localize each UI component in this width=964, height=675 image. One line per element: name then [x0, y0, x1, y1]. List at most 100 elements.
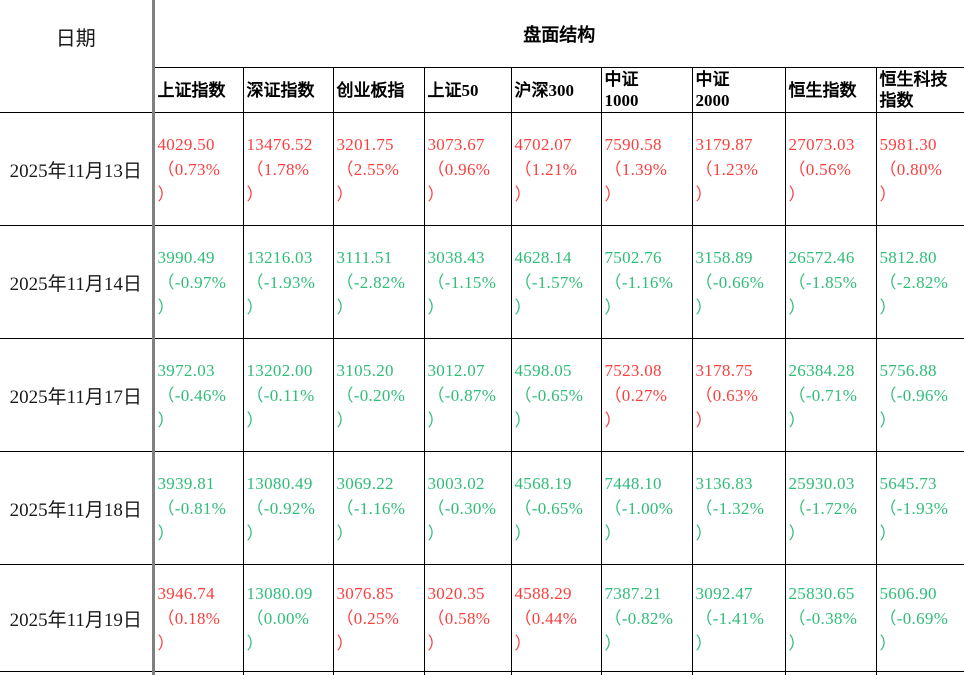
- index-change: （-1.32%: [695, 498, 765, 518]
- table-row: 2025年11月14日 3990.49 （-0.97% ） 13216.03 （-1.93…: [0, 225, 964, 339]
- index-change-close-paren: ）: [604, 633, 622, 653]
- index-change: （-1.00%: [604, 498, 674, 518]
- index-change-close-paren: ）: [695, 297, 713, 317]
- sliver-cell: [510, 671, 602, 675]
- index-change: （-0.46%: [157, 385, 227, 405]
- index-change-close-paren: ）: [788, 410, 806, 430]
- index-value-cell: 7387.21 （-0.82% ）: [600, 564, 693, 672]
- index-change-close-paren: ）: [246, 297, 264, 317]
- sliver-cell: [423, 671, 512, 675]
- index-change: （0.63%: [695, 385, 759, 405]
- index-change: （0.96%: [427, 159, 491, 179]
- index-value-cell: 4568.19 （-0.65% ）: [510, 451, 602, 565]
- index-value-cell: 3038.43 （-1.15% ）: [423, 225, 512, 339]
- index-value-cell: 5812.80 （-2.82% ）: [875, 225, 964, 339]
- index-change-close-paren: ）: [336, 523, 354, 543]
- index-change-close-paren: ）: [788, 523, 806, 543]
- index-change-close-paren: ）: [427, 184, 445, 204]
- index-value-cell: 4029.50 （0.73% ）: [152, 112, 244, 226]
- index-change: （0.44%: [514, 608, 578, 628]
- index-change: （-1.57%: [514, 272, 584, 292]
- index-change: （-1.41%: [695, 608, 765, 628]
- index-value: 5645.73: [879, 473, 937, 493]
- index-change: （-1.72%: [788, 498, 858, 518]
- index-value: 26572.46: [788, 247, 855, 267]
- index-change: （-0.38%: [788, 608, 858, 628]
- index-change: （0.80%: [879, 159, 943, 179]
- date-cell: 2025年11月18日: [0, 451, 155, 565]
- index-change: （0.18%: [157, 608, 221, 628]
- index-change-close-paren: ）: [336, 184, 354, 204]
- index-change-close-paren: ）: [879, 297, 897, 317]
- index-value: 3105.20: [336, 360, 394, 380]
- index-value: 13080.09: [246, 583, 313, 603]
- index-change: （-0.92%: [246, 498, 316, 518]
- sliver-cell: [784, 671, 877, 675]
- group-header: 盘面结构: [152, 0, 964, 68]
- index-change-close-paren: ）: [427, 297, 445, 317]
- index-change: （0.58%: [427, 608, 491, 628]
- sliver-cell: [242, 671, 334, 675]
- date-column-header: 日期: [0, 0, 155, 113]
- index-change-close-paren: ）: [695, 633, 713, 653]
- index-value-cell: 3092.47 （-1.41% ）: [691, 564, 786, 672]
- index-change-close-paren: ）: [695, 523, 713, 543]
- index-change-close-paren: ）: [788, 297, 806, 317]
- index-value-cell: 5645.73 （-1.93% ）: [875, 451, 964, 565]
- index-change: （-0.96%: [879, 385, 949, 405]
- index-value: 25930.03: [788, 473, 855, 493]
- index-change-close-paren: ）: [246, 523, 264, 543]
- column-header: 中证 2000: [691, 67, 786, 113]
- index-change: （-0.87%: [427, 385, 497, 405]
- index-value-cell: 13216.03 （-1.93% ）: [242, 225, 334, 339]
- index-value-cell: 13080.49 （-0.92% ）: [242, 451, 334, 565]
- table-row: 2025年11月13日 4029.50 （0.73% ） 13476.52 （1.78% ）…: [0, 112, 964, 226]
- index-change: （-0.81%: [157, 498, 227, 518]
- group-header-row: 日期 盘面结构: [0, 0, 964, 113]
- index-change: （-0.65%: [514, 498, 584, 518]
- index-value: 3158.89: [695, 247, 753, 267]
- index-value: 3003.02: [427, 473, 485, 493]
- index-value-cell: 3012.07 （-0.87% ）: [423, 338, 512, 452]
- index-change-close-paren: ）: [246, 633, 264, 653]
- index-change-close-paren: ）: [246, 184, 264, 204]
- index-change: （-1.16%: [336, 498, 406, 518]
- index-value-cell: 4702.07 （1.21% ）: [510, 112, 602, 226]
- index-change-close-paren: ）: [157, 633, 175, 653]
- index-change: （-0.11%: [246, 385, 315, 405]
- index-value: 3990.49: [157, 247, 215, 267]
- index-value: 4598.05: [514, 360, 572, 380]
- index-change: （0.73%: [157, 159, 221, 179]
- index-value-cell: 7448.10 （-1.00% ）: [600, 451, 693, 565]
- index-change: （-1.85%: [788, 272, 858, 292]
- index-value: 3972.03: [157, 360, 215, 380]
- index-change-close-paren: ）: [514, 523, 532, 543]
- index-change-close-paren: ）: [427, 410, 445, 430]
- index-value: 7590.58: [604, 134, 662, 154]
- column-header: 上证50: [423, 67, 512, 113]
- index-change-close-paren: ）: [514, 410, 532, 430]
- index-change-close-paren: ）: [427, 633, 445, 653]
- index-value: 7502.76: [604, 247, 662, 267]
- index-value: 5756.88: [879, 360, 937, 380]
- index-change: （-1.93%: [246, 272, 316, 292]
- index-value-cell: 3939.81 （-0.81% ）: [152, 451, 244, 565]
- index-value-cell: 3178.75 （0.63% ）: [691, 338, 786, 452]
- index-change-close-paren: ）: [604, 184, 622, 204]
- index-change: （1.39%: [604, 159, 668, 179]
- index-value-cell: 7502.76 （-1.16% ）: [600, 225, 693, 339]
- index-change-close-paren: ）: [604, 297, 622, 317]
- index-change-close-paren: ）: [604, 523, 622, 543]
- index-value-cell: 3003.02 （-0.30% ）: [423, 451, 512, 565]
- index-change: （-0.71%: [788, 385, 858, 405]
- sliver-cell: [152, 671, 244, 675]
- column-header: 深证指数: [242, 67, 334, 113]
- index-change-close-paren: ）: [157, 297, 175, 317]
- index-change-close-paren: ）: [514, 297, 532, 317]
- index-change-close-paren: ）: [514, 184, 532, 204]
- index-value: 3946.74: [157, 583, 215, 603]
- index-value-cell: 7523.08 （0.27% ）: [600, 338, 693, 452]
- index-change: （1.21%: [514, 159, 578, 179]
- index-value-cell: 26572.46 （-1.85% ）: [784, 225, 877, 339]
